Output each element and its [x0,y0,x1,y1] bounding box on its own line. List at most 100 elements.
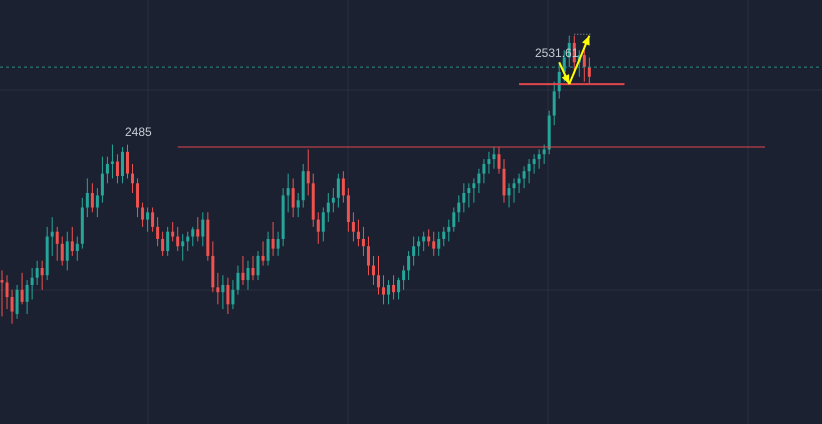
candle-body [70,241,74,252]
candle [271,222,275,256]
candle [336,173,340,208]
candle-body [477,173,481,184]
candle [407,251,411,281]
candle [417,236,421,256]
candle [382,275,386,305]
candle [181,234,185,261]
candle-body [206,219,210,256]
candle-body [196,229,200,237]
candle [251,255,255,281]
candle [356,219,360,247]
candle [131,163,135,193]
candle-body [201,219,205,237]
candle-body [95,195,99,208]
candle-body [487,159,491,164]
candle [462,183,466,213]
candle [25,280,29,314]
candle [70,226,74,256]
candle-body [331,197,335,203]
candle [266,231,270,266]
candle [537,149,541,169]
candle [105,156,109,184]
candle-body [572,42,576,63]
candle [201,212,205,247]
candle [55,226,59,261]
candle [512,178,516,203]
candle [316,212,320,244]
candle [151,207,155,232]
candle-body [341,178,345,196]
candle [136,178,140,218]
high-price-label: 2531.61 [535,46,579,60]
candle [276,231,280,256]
candle [206,212,210,261]
candle [542,144,546,164]
candle-body [552,91,556,116]
candle [532,154,536,174]
candle-body [407,255,411,271]
candle [291,178,295,218]
candle-body [377,275,380,288]
candle-body [171,231,175,237]
candle-body [0,280,4,283]
candle-body [306,171,310,184]
candle [221,275,225,310]
resistance-level-label: 2485 [125,125,152,139]
candle [567,35,571,68]
candle-body [452,212,456,227]
up-arrow-head [582,35,590,46]
candle [100,156,104,203]
candle [211,241,215,293]
candle-body [181,241,185,247]
candle-body [402,270,406,281]
candle-body [231,289,235,305]
candle [422,231,426,252]
candle [10,289,14,324]
candle-body [226,284,230,305]
candle [146,207,150,232]
candle-body [301,171,305,201]
candle [241,255,245,285]
candle-body [50,231,54,237]
candle [517,173,521,193]
candle [341,171,345,203]
candle [392,275,396,300]
candle [50,217,54,256]
candle-body [10,297,14,312]
candle [432,231,436,256]
candle-body [211,255,215,288]
candle-body [221,284,225,293]
candle-body [397,280,401,293]
candle-body [191,229,195,237]
candle-body [437,238,441,249]
candle-body [532,159,536,164]
candle-body [176,236,180,247]
candle-body [392,284,396,293]
candle [5,275,9,310]
candle-body [156,226,160,239]
candle-body [412,246,416,256]
candle [40,260,44,290]
candle [326,192,330,223]
candle-body [472,183,476,189]
candle [75,236,79,261]
candle-body [417,241,421,247]
candle-body [557,71,561,92]
candle [20,272,24,305]
candle [231,280,235,310]
candle-body [346,195,350,223]
candle-body [482,163,486,174]
candle-body [266,238,270,261]
candle-body [276,238,280,249]
candle [161,231,165,256]
candle [286,173,290,213]
candle-body [311,183,315,220]
candle-body [512,183,516,189]
candle [361,226,365,256]
candle-body [251,268,255,276]
candle [226,277,230,314]
candle [457,195,461,223]
candle-body [40,268,44,276]
candle-body [80,207,84,244]
candle [522,166,526,189]
